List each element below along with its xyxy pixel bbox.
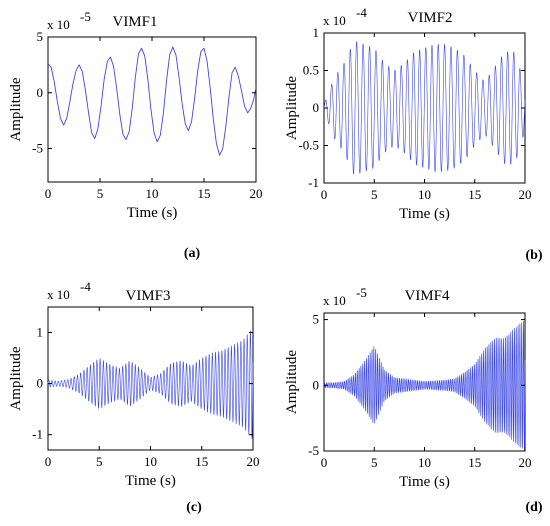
y-axis-label: Amplitude [284, 76, 300, 141]
x-tick-labels: 0 5 10 15 20 [45, 186, 263, 201]
x-tick-label: 0 [45, 454, 52, 469]
y-axis-label: Amplitude [8, 77, 24, 142]
panel-label: (a) [184, 246, 201, 261]
y-tick-label: -1 [308, 175, 319, 190]
series-line [47, 46, 257, 156]
x-tick-label: 10 [418, 187, 431, 202]
x-axis-label: Time (s) [399, 206, 450, 222]
chart-title: VIMF4 [404, 288, 450, 304]
panel-label: (b) [525, 248, 542, 263]
axis-exponent: -5 [356, 285, 367, 300]
x-tick-label: 20 [247, 454, 260, 469]
x-tick-label: 0 [45, 186, 52, 201]
x-axis-label: Time (s) [127, 205, 178, 221]
y-tick-label: 5 [37, 29, 44, 44]
x-tick-label: 10 [144, 454, 157, 469]
panel-vimf3: VIMF3 x 10 -4 Time (s) Amplitude (c) 0 5… [8, 279, 260, 515]
x-tick-labels: 0 5 10 15 20 [45, 454, 260, 469]
series-line [47, 330, 254, 439]
x-tick-label: 5 [96, 454, 103, 469]
y-tick-label: -5 [32, 141, 43, 156]
series-line [323, 41, 526, 175]
y-tick-label: 0 [37, 85, 44, 100]
chart-title: VIMF3 [125, 288, 170, 304]
panel-label: (c) [186, 500, 202, 515]
axis-exponent: -4 [356, 5, 367, 20]
x-tick-label: 5 [97, 186, 104, 201]
y-tick-label: -5 [308, 443, 319, 458]
axis-exponent: -4 [80, 279, 91, 294]
x-tick-label: 15 [195, 454, 208, 469]
x-tick-label: 15 [468, 187, 481, 202]
axis-multiplier: x 10 [323, 13, 346, 28]
y-tick-label: -0.5 [298, 138, 319, 153]
x-tick-labels: 0 5 10 15 20 [321, 187, 532, 202]
x-axis-label: Time (s) [399, 474, 450, 490]
x-tick-labels: 0 5 10 15 20 [321, 455, 532, 470]
y-tick-labels: 1 0.5 0 -0.5 -1 [298, 25, 319, 190]
series-line [323, 320, 526, 451]
x-tick-label: 0 [321, 455, 328, 470]
plot-frame [47, 36, 257, 183]
y-tick-label: -1 [32, 427, 43, 442]
x-tick-label: 0 [321, 187, 328, 202]
y-tick-label: 0 [37, 376, 44, 391]
y-tick-label: 0.5 [303, 63, 319, 78]
x-tick-label: 5 [371, 187, 378, 202]
x-axis-label: Time (s) [125, 473, 176, 489]
plot-frame [47, 306, 254, 451]
panel-label: (d) [525, 500, 542, 515]
y-axis-label: Amplitude [284, 350, 300, 415]
y-tick-labels: 5 0 -5 [308, 312, 319, 458]
y-tick-label: 1 [313, 25, 320, 40]
y-tick-label: 5 [313, 312, 320, 327]
y-tick-label: 0 [313, 100, 320, 115]
axis-multiplier: x 10 [323, 293, 346, 308]
x-tick-label: 10 [146, 186, 159, 201]
chart-title: VIMF1 [112, 14, 157, 30]
x-tick-label: 15 [468, 455, 481, 470]
panel-vimf4: VIMF4 x 10 -5 Time (s) Amplitude (d) 0 5… [284, 285, 543, 515]
axis-multiplier: x 10 [47, 17, 70, 32]
y-tick-labels: 5 0 -5 [32, 29, 43, 156]
x-tick-label: 10 [418, 455, 431, 470]
axis-multiplier: x 10 [47, 287, 70, 302]
chart-title: VIMF2 [407, 10, 452, 26]
panel-vimf1: VIMF1 x 10 -5 Time (s) Amplitude (a) 0 5… [8, 9, 263, 261]
y-tick-labels: 1 0 -1 [32, 325, 43, 442]
y-tick-label: 1 [37, 325, 44, 340]
y-axis-label: Amplitude [8, 346, 24, 411]
x-tick-label: 20 [250, 186, 263, 201]
x-tick-label: 15 [198, 186, 211, 201]
x-tick-label: 5 [371, 455, 378, 470]
x-tick-label: 20 [519, 187, 532, 202]
axis-exponent: -5 [80, 9, 91, 24]
panel-vimf2: VIMF2 x 10 -4 Time (s) Amplitude (b) 0 5… [284, 5, 543, 263]
x-tick-label: 20 [519, 455, 532, 470]
y-tick-label: 0 [313, 377, 320, 392]
